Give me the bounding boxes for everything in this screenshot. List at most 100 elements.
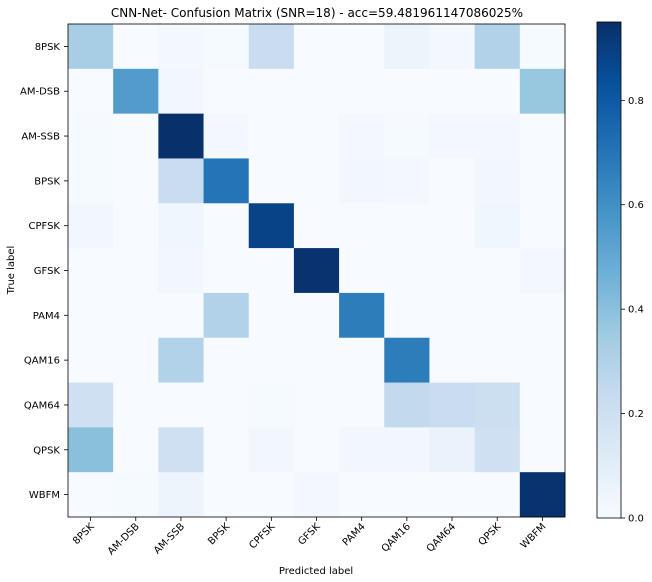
heatmap-cell — [293, 248, 340, 294]
x-tick-label: AM-SSB — [152, 521, 187, 556]
heatmap-cell — [474, 427, 521, 473]
heatmap-cell — [339, 113, 385, 159]
heatmap-cell — [203, 248, 250, 294]
heatmap-cell — [68, 113, 114, 159]
heatmap-cell — [113, 292, 159, 339]
heatmap-cell — [384, 203, 430, 249]
y-tick-label: QPSK — [33, 445, 60, 456]
heatmap-cell — [158, 337, 204, 383]
colorbar-tick-label: 0.0 — [628, 514, 644, 525]
heatmap-cell — [68, 248, 114, 294]
heatmap-cell — [474, 337, 521, 383]
heatmap-cell — [113, 248, 159, 294]
heatmap-cell — [158, 113, 204, 159]
heatmap-cell — [203, 292, 250, 339]
heatmap-cell — [384, 292, 430, 339]
heatmap-cell — [158, 158, 204, 204]
heatmap-cell — [68, 382, 114, 428]
heatmap-cell — [158, 292, 204, 339]
heatmap-cell — [203, 24, 250, 70]
heatmap-cells — [68, 24, 566, 518]
y-tick-label: 8PSK — [35, 42, 61, 53]
x-tick-label: AM-DSB — [106, 521, 142, 557]
heatmap-cell — [203, 337, 250, 383]
y-tick-label: QAM16 — [24, 356, 60, 367]
heatmap-cell — [203, 203, 250, 249]
colorbar-tick-label: 0.2 — [628, 409, 644, 420]
heatmap-cell — [158, 248, 204, 294]
heatmap-cell — [339, 248, 385, 294]
heatmap-cell — [248, 472, 295, 518]
heatmap-cell — [339, 292, 385, 339]
heatmap-cell — [384, 337, 430, 383]
x-tick-label: BPSK — [206, 521, 232, 547]
x-tick-label: GFSK — [296, 521, 323, 548]
heatmap-cell — [293, 158, 340, 204]
heatmap-cell — [158, 68, 204, 115]
heatmap-cell — [339, 158, 385, 204]
heatmap-cell — [203, 113, 250, 159]
heatmap-cell — [203, 472, 250, 518]
heatmap-cell — [248, 292, 295, 339]
heatmap-cell — [68, 203, 114, 249]
heatmap-cell — [68, 427, 114, 473]
heatmap-cell — [158, 382, 204, 428]
heatmap-cell — [384, 472, 430, 518]
x-tick-label: QAM16 — [380, 521, 413, 554]
x-tick-label: WBFM — [519, 521, 549, 551]
x-axis-label: Predicted label — [279, 566, 353, 577]
heatmap-cell — [293, 427, 340, 473]
y-tick-label: WBFM — [29, 490, 60, 501]
x-tick-label: QAM64 — [425, 521, 458, 554]
x-tick-label: PAM4 — [341, 521, 368, 548]
heatmap-cell — [384, 158, 430, 204]
y-axis-ticks: 8PSK AM-DSB AM-SSB BPSK CPFSK GFSK PAM4 QAM16 QA… — [20, 42, 68, 501]
heatmap-cell — [293, 113, 340, 159]
heatmap-cell — [293, 24, 340, 70]
y-axis-label: True label — [6, 246, 17, 296]
heatmap-cell — [519, 113, 566, 159]
heatmap-cell — [203, 68, 250, 115]
heatmap-cell — [339, 68, 385, 115]
heatmap-cell — [384, 24, 430, 70]
heatmap-cell — [248, 337, 295, 383]
heatmap-cell — [113, 472, 159, 518]
heatmap-cell — [384, 427, 430, 473]
heatmap-cell — [474, 203, 521, 249]
heatmap-cell — [339, 427, 385, 473]
heatmap-cell — [519, 382, 566, 428]
heatmap-cell — [519, 248, 566, 294]
heatmap-cell — [248, 203, 295, 249]
colorbar-ticks: 0.0 0.2 0.4 0.6 0.8 — [621, 96, 644, 525]
heatmap-cell — [429, 113, 476, 159]
heatmap-cell — [113, 382, 159, 428]
heatmap-cell — [158, 472, 204, 518]
heatmap-cell — [203, 427, 250, 473]
heatmap-cell — [113, 158, 159, 204]
heatmap-cell — [474, 382, 521, 428]
y-tick-label: PAM4 — [33, 311, 60, 322]
heatmap-cell — [429, 158, 476, 204]
heatmap-cell — [248, 427, 295, 473]
heatmap-cell — [384, 382, 430, 428]
heatmap-cell — [113, 113, 159, 159]
x-tick-label: QPSK — [477, 521, 504, 548]
heatmap-cell — [474, 292, 521, 339]
heatmap-cell — [293, 382, 340, 428]
heatmap-cell — [519, 337, 566, 383]
x-tick-label: CPFSK — [247, 521, 277, 551]
heatmap-cell — [68, 472, 114, 518]
heatmap-cell — [474, 248, 521, 294]
y-tick-label: AM-SSB — [21, 132, 60, 143]
heatmap-cell — [429, 337, 476, 383]
colorbar-tick-label: 0.4 — [628, 305, 644, 316]
colorbar-tick-label: 0.6 — [628, 200, 644, 211]
heatmap-cell — [339, 337, 385, 383]
heatmap-cell — [248, 113, 295, 159]
heatmap-cell — [429, 203, 476, 249]
y-tick-label: QAM64 — [24, 400, 60, 411]
colorbar — [596, 21, 622, 519]
heatmap-cell — [68, 24, 114, 70]
heatmap-cell — [429, 68, 476, 115]
